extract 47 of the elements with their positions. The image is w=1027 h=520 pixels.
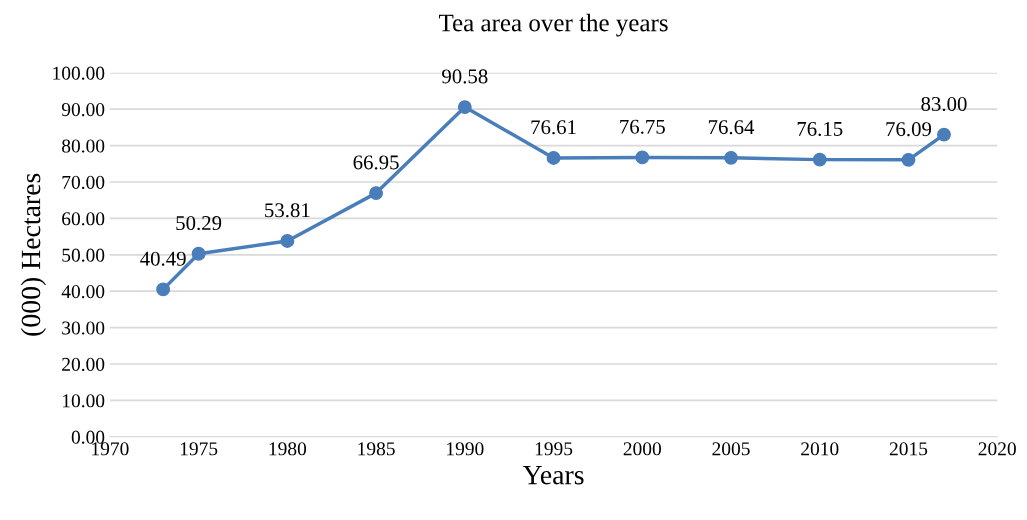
text: 40.49 — [140, 251, 186, 266]
text: 53.81 — [265, 203, 310, 218]
text: 76.64 — [708, 120, 755, 135]
point — [280, 233, 295, 248]
y-tick-label: 50.00 — [62, 248, 105, 262]
text: 83.00 — [921, 96, 967, 112]
x-tick-label: 2000 — [623, 442, 661, 456]
text: 76.61 — [531, 120, 576, 135]
y-tick-label: 100.00 — [53, 66, 105, 80]
x-tick-label: 1970 — [92, 442, 129, 456]
x-tick-label: 2005 — [712, 442, 750, 456]
point — [546, 150, 561, 165]
y-tick-label: 0.00 — [71, 430, 105, 444]
x-tick-label: 2010 — [801, 442, 839, 456]
y-tick-label: 80.00 — [62, 139, 105, 153]
point — [156, 282, 171, 297]
text: 66.95 — [353, 155, 399, 170]
text: 90.58 — [442, 69, 488, 84]
text: 76.75 — [620, 119, 665, 134]
point — [724, 150, 738, 165]
y-tick-label: 40.00 — [61, 285, 105, 299]
point — [635, 150, 650, 165]
point — [937, 127, 951, 142]
x-tick-label: 1995 — [535, 442, 573, 456]
y-tick-label: 30.00 — [62, 321, 105, 335]
point — [191, 246, 206, 261]
text: 76.09 — [886, 122, 932, 137]
chart-title: Tea area over the years — [438, 13, 668, 37]
y-tick-label: 70.00 — [62, 175, 105, 190]
x-tick-label: 1990 — [447, 442, 484, 456]
point — [901, 152, 916, 167]
point — [369, 186, 384, 201]
point — [812, 152, 827, 167]
y-axis-title: (000) Hectares — [20, 173, 46, 336]
x-tick-label: 2015 — [889, 442, 928, 456]
y-tick-label: 10.00 — [62, 394, 105, 408]
x-tick-label: 1980 — [269, 442, 307, 456]
x-tick-label: 1975 — [180, 442, 218, 456]
x-tick-label: 2020 — [978, 442, 1016, 456]
point — [457, 100, 472, 115]
y-tick-label: 20.00 — [62, 357, 105, 372]
x-axis-title: Years — [522, 465, 584, 485]
y-tick-label: 60.00 — [62, 212, 105, 226]
text: 76.15 — [797, 121, 843, 137]
x-tick-label: 1985 — [358, 442, 395, 456]
text: 50.29 — [176, 216, 222, 231]
y-tick-label: 90.00 — [61, 103, 105, 117]
